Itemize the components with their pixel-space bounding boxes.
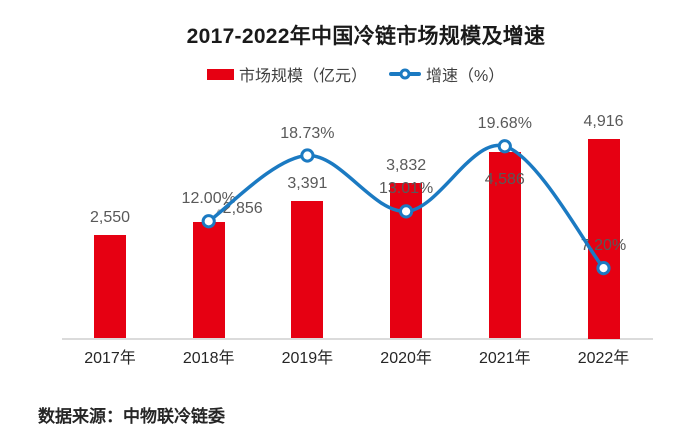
legend: 市场规模（亿元） 增速（%） <box>207 63 504 85</box>
x-axis-label: 2018年 <box>182 350 235 367</box>
bar-value-label: 2,550 <box>89 208 131 226</box>
bar-2019年 <box>291 200 324 339</box>
chart-title: 2017-2022年中国冷链市场规模及增速 <box>186 25 546 48</box>
bar-value-label: 3,391 <box>287 174 328 192</box>
x-axis-line <box>62 338 653 340</box>
x-axis-label: 2019年 <box>281 350 334 367</box>
growth-line-marker <box>300 148 315 163</box>
bar-value-label: 4,586 <box>484 170 525 188</box>
legend-label-market-size: 市场规模（亿元） <box>239 68 368 85</box>
growth-rate-label: 7.20% <box>580 237 627 255</box>
data-source: 数据来源：中物联冷链委 <box>38 407 225 426</box>
growth-rate-label: 12.00% <box>181 190 236 208</box>
x-axis-label: 2020年 <box>380 350 432 367</box>
bar-2020年 <box>390 182 423 339</box>
bar-2018年 <box>192 222 225 339</box>
legend-label-growth-rate: 增速（%） <box>426 68 505 85</box>
growth-rate-label: 18.73% <box>280 124 335 142</box>
legend-item-growth-rate: 增速（%） <box>389 62 504 86</box>
growth-rate-label: 19.68% <box>477 115 532 133</box>
line-marker-icon <box>389 68 422 80</box>
bar-2017年 <box>94 234 126 339</box>
x-axis-label: 2022年 <box>577 350 630 367</box>
x-axis-label: 2017年 <box>84 350 136 367</box>
growth-line-marker <box>497 139 512 154</box>
x-axis-label: 2021年 <box>478 350 531 367</box>
bar-swatch-icon <box>207 68 234 80</box>
bar-value-label: 4,916 <box>583 112 624 130</box>
growth-rate-label: 13.01% <box>378 180 434 198</box>
circle-marker-icon <box>399 68 411 80</box>
bar-value-label: 3,832 <box>386 156 427 174</box>
legend-item-market-size: 市场规模（亿元） <box>207 62 367 86</box>
